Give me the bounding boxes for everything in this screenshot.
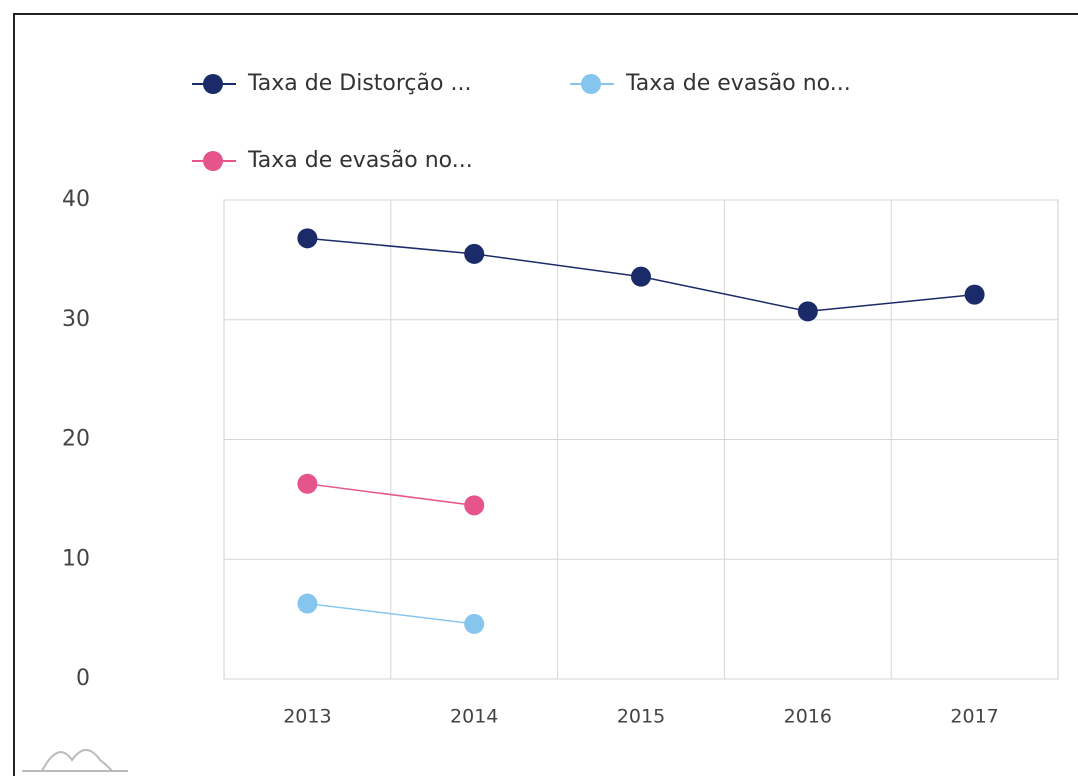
x-tick-label: 2016 [784, 706, 832, 728]
y-tick-label: 30 [62, 307, 90, 332]
data-point [631, 266, 651, 287]
x-tick-label: 2017 [950, 706, 998, 728]
legend-text: Taxa de Distorção ... [247, 71, 471, 96]
y-tick-label: 0 [76, 666, 90, 691]
legend-marker [203, 151, 223, 171]
legend-text: Taxa de evasão no... [625, 71, 851, 96]
y-tick-label: 10 [62, 546, 90, 571]
y-tick-label: 20 [62, 427, 90, 452]
logo [22, 749, 128, 772]
data-point [297, 593, 318, 614]
y-tick-label: 40 [62, 187, 90, 212]
series-line [307, 483, 475, 507]
data-point [464, 613, 485, 634]
frame [13, 13, 1078, 776]
legend-text: Taxa de evasão no... [247, 148, 473, 173]
data-point [297, 473, 318, 494]
legend-marker [203, 74, 223, 94]
data-point [464, 243, 485, 264]
x-tick-label: 2013 [283, 706, 331, 728]
x-tick-label: 2015 [617, 706, 665, 728]
data-point [297, 228, 318, 249]
series-line [307, 602, 475, 625]
x-tick-label: 2014 [450, 706, 498, 728]
legend-marker [581, 74, 601, 94]
data-point [464, 495, 485, 516]
data-point [964, 284, 985, 305]
data-point [797, 301, 818, 322]
